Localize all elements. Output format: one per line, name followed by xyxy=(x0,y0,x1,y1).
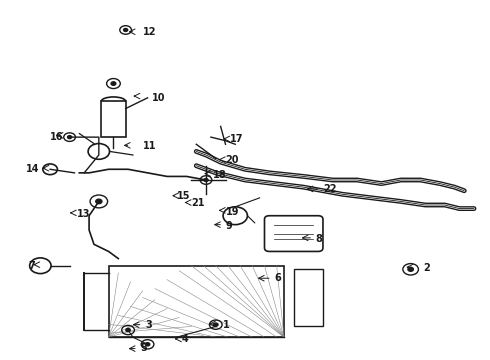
Text: 18: 18 xyxy=(213,170,227,180)
Text: 19: 19 xyxy=(225,207,239,217)
Bar xyxy=(294,269,323,327)
Text: 12: 12 xyxy=(143,27,156,37)
Text: 2: 2 xyxy=(423,262,430,273)
Text: 8: 8 xyxy=(316,234,322,244)
Text: 3: 3 xyxy=(145,320,152,330)
Bar xyxy=(109,266,284,337)
Circle shape xyxy=(96,199,102,204)
Text: 21: 21 xyxy=(192,198,205,208)
Text: 10: 10 xyxy=(152,93,166,103)
Text: 22: 22 xyxy=(323,184,337,194)
FancyBboxPatch shape xyxy=(265,216,323,251)
Circle shape xyxy=(68,136,72,139)
Text: 14: 14 xyxy=(26,164,39,174)
Text: 20: 20 xyxy=(225,156,239,165)
Text: 16: 16 xyxy=(50,132,64,142)
Text: 1: 1 xyxy=(223,320,230,330)
Text: 6: 6 xyxy=(274,273,281,283)
Circle shape xyxy=(146,343,150,346)
Circle shape xyxy=(111,82,116,85)
Text: 13: 13 xyxy=(77,209,91,219)
Bar xyxy=(101,102,125,137)
Text: 17: 17 xyxy=(230,134,244,144)
Circle shape xyxy=(126,328,130,332)
Text: 5: 5 xyxy=(140,343,147,353)
Text: 9: 9 xyxy=(225,221,232,231)
Text: 4: 4 xyxy=(182,334,189,344)
Text: 7: 7 xyxy=(28,261,35,271)
Circle shape xyxy=(204,179,208,181)
Circle shape xyxy=(408,267,414,271)
Circle shape xyxy=(123,28,128,31)
Text: 11: 11 xyxy=(143,141,156,151)
Circle shape xyxy=(214,323,218,326)
Text: 15: 15 xyxy=(177,191,190,201)
